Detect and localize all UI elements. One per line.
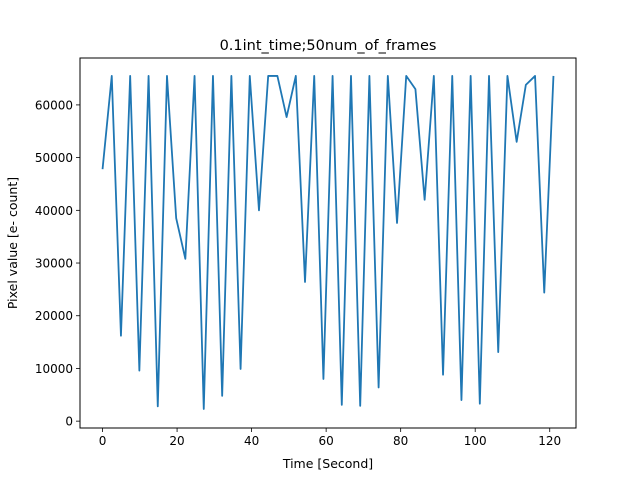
- x-tick-label: 0: [99, 434, 107, 448]
- x-tick-label: 20: [169, 434, 184, 448]
- x-tick-label: 60: [318, 434, 333, 448]
- x-axis-ticks: 0 20 40 60 80 100 120: [99, 428, 561, 448]
- series-line: [101, 75, 555, 410]
- chart-title: 0.1int_time;50num_of_frames: [220, 38, 437, 54]
- y-tick-label: 10000: [35, 362, 73, 376]
- y-tick-label: 60000: [35, 98, 73, 112]
- x-tick-label: 120: [538, 434, 561, 448]
- y-axis-label: Pixel value [e- count]: [5, 177, 20, 309]
- y-tick-label: 30000: [35, 257, 73, 271]
- x-axis-label: Time [Second]: [282, 456, 373, 471]
- y-tick-label: 50000: [35, 151, 73, 165]
- x-tick-label: 40: [244, 434, 259, 448]
- x-tick-label: 80: [393, 434, 408, 448]
- y-tick-label: 40000: [35, 204, 73, 218]
- plot-area-frame: [79, 57, 577, 429]
- x-tick-label: 100: [464, 434, 487, 448]
- series-group: [101, 75, 555, 410]
- y-tick-label: 20000: [35, 309, 73, 323]
- y-tick-label: 0: [65, 415, 73, 429]
- y-axis-ticks: 0 10000 20000 30000 40000 50000 60000: [35, 98, 80, 429]
